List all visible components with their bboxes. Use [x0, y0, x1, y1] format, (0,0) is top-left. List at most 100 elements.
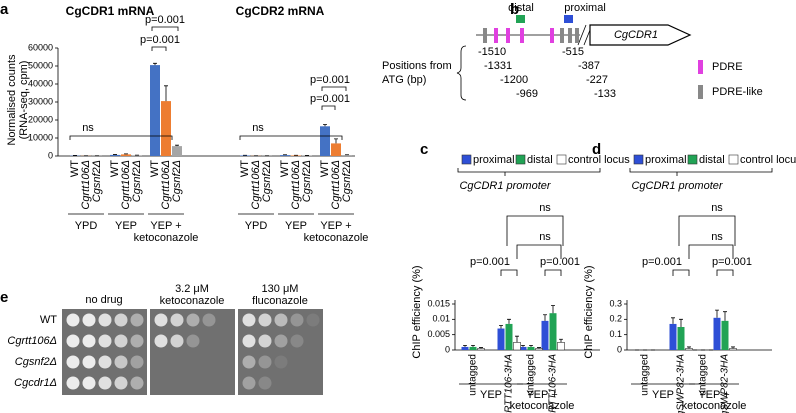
bracket — [151, 46, 167, 51]
colony-spot — [98, 313, 112, 327]
x-tick-label: Cgrtt106Δ — [80, 160, 92, 210]
colony-spot — [202, 313, 216, 327]
annotation: ns — [82, 122, 94, 134]
y-tick-label: 60000 — [28, 42, 53, 52]
x-tick-label: Cgrtt106Δ — [290, 160, 302, 210]
group-label: ketoconazole — [304, 232, 369, 244]
colony-spot — [186, 313, 200, 327]
annotation: ns — [539, 231, 551, 243]
bar — [110, 154, 120, 156]
x-tick-label: CgRTT106-3HA — [548, 354, 559, 413]
annotation: p=0.001 — [642, 256, 682, 268]
break — [577, 24, 587, 46]
y-axis-label: ChIP efficiency (%) — [583, 265, 595, 358]
legend-swatch — [633, 154, 644, 165]
positions-label: Positions from — [382, 60, 452, 72]
panel-label: c — [420, 141, 428, 158]
annotation: p=0.001 — [540, 256, 580, 268]
colony-spot — [130, 334, 144, 348]
position: -515 — [562, 46, 584, 58]
group-label: YEP + — [698, 389, 729, 401]
x-tick-label: Cgsnf2Δ — [341, 160, 353, 202]
legend-brace — [629, 168, 773, 176]
group-label: YEP — [115, 220, 137, 232]
colony-spot — [290, 334, 304, 348]
bar — [469, 346, 477, 350]
group-label: YPD — [75, 220, 98, 232]
bar — [132, 155, 142, 156]
panel-label: a — [0, 1, 9, 18]
error-bar — [731, 346, 735, 349]
group-label: YEP + — [150, 220, 181, 232]
bracket — [678, 215, 736, 246]
bracket — [500, 269, 518, 276]
annotation: p=0.001 — [712, 256, 752, 268]
colony-spot — [98, 355, 112, 369]
site-label: proximal — [564, 2, 606, 14]
y-tick-label: 0.3 — [609, 298, 622, 308]
panel-label: b — [510, 1, 519, 18]
gene-arrow — [589, 24, 692, 46]
colony-spot — [258, 313, 272, 327]
x-tick-label: untagged — [640, 354, 651, 396]
annotation: ns — [711, 231, 723, 243]
position: -1200 — [500, 74, 528, 86]
y-tick-label: 10000 — [28, 132, 53, 142]
group-label: ketoconazole — [682, 400, 747, 412]
position: -133 — [594, 88, 616, 100]
y-tick-label: 0 — [445, 344, 450, 354]
x-tick-label: WT — [279, 160, 291, 177]
bracket — [716, 269, 734, 276]
annotation: p=0.001 — [140, 34, 180, 46]
error-bar — [671, 317, 675, 324]
bar — [505, 323, 513, 350]
strain-label: Cgrtt106Δ — [7, 335, 57, 347]
legend-swatch — [698, 60, 703, 74]
colony-spot — [66, 355, 80, 369]
colony-spot — [82, 313, 96, 327]
group-label: YEP — [480, 389, 502, 401]
x-tick-label: WT — [109, 160, 121, 177]
bar — [331, 143, 341, 156]
pdre-site — [575, 28, 579, 43]
bar — [320, 126, 330, 156]
bar — [535, 348, 543, 351]
error-bar — [715, 309, 719, 318]
y-axis-label: (RNA-seq, cpm) — [18, 61, 30, 140]
bar — [461, 346, 469, 350]
legend-label: proximal — [473, 154, 515, 166]
x-tick-label: untagged — [698, 354, 709, 396]
error-bar — [559, 338, 563, 343]
strain-label: WT — [40, 314, 57, 326]
legend-label: proximal — [645, 154, 687, 166]
legend-swatch — [687, 154, 698, 165]
x-tick-label: CgSWP82-3HA — [720, 354, 731, 413]
colony-spot — [306, 313, 320, 327]
bar — [280, 155, 290, 156]
group-label: YPD — [245, 220, 268, 232]
colony-spot — [154, 313, 168, 327]
legend-label: distal — [699, 154, 725, 166]
group-label: ketoconazole — [134, 232, 199, 244]
x-tick-label: WT — [239, 160, 251, 177]
bar — [677, 327, 685, 350]
bar — [291, 155, 301, 156]
error-bar — [687, 346, 691, 349]
y-tick-label: 50000 — [28, 60, 53, 70]
group-label: YEP + — [320, 220, 351, 232]
site-marker — [516, 15, 525, 23]
annotation: p=0.001 — [310, 74, 350, 86]
bracket — [151, 26, 179, 31]
error-bar — [543, 314, 547, 321]
position: -387 — [578, 60, 600, 72]
bar — [161, 101, 171, 156]
y-tick-label: 0.005 — [427, 329, 450, 339]
bar — [497, 328, 505, 350]
bracket — [69, 135, 173, 140]
bar — [121, 154, 131, 156]
x-tick-label: untagged — [468, 354, 479, 396]
error-bar — [679, 318, 683, 327]
colony-spot — [290, 313, 304, 327]
bracket — [672, 269, 690, 276]
